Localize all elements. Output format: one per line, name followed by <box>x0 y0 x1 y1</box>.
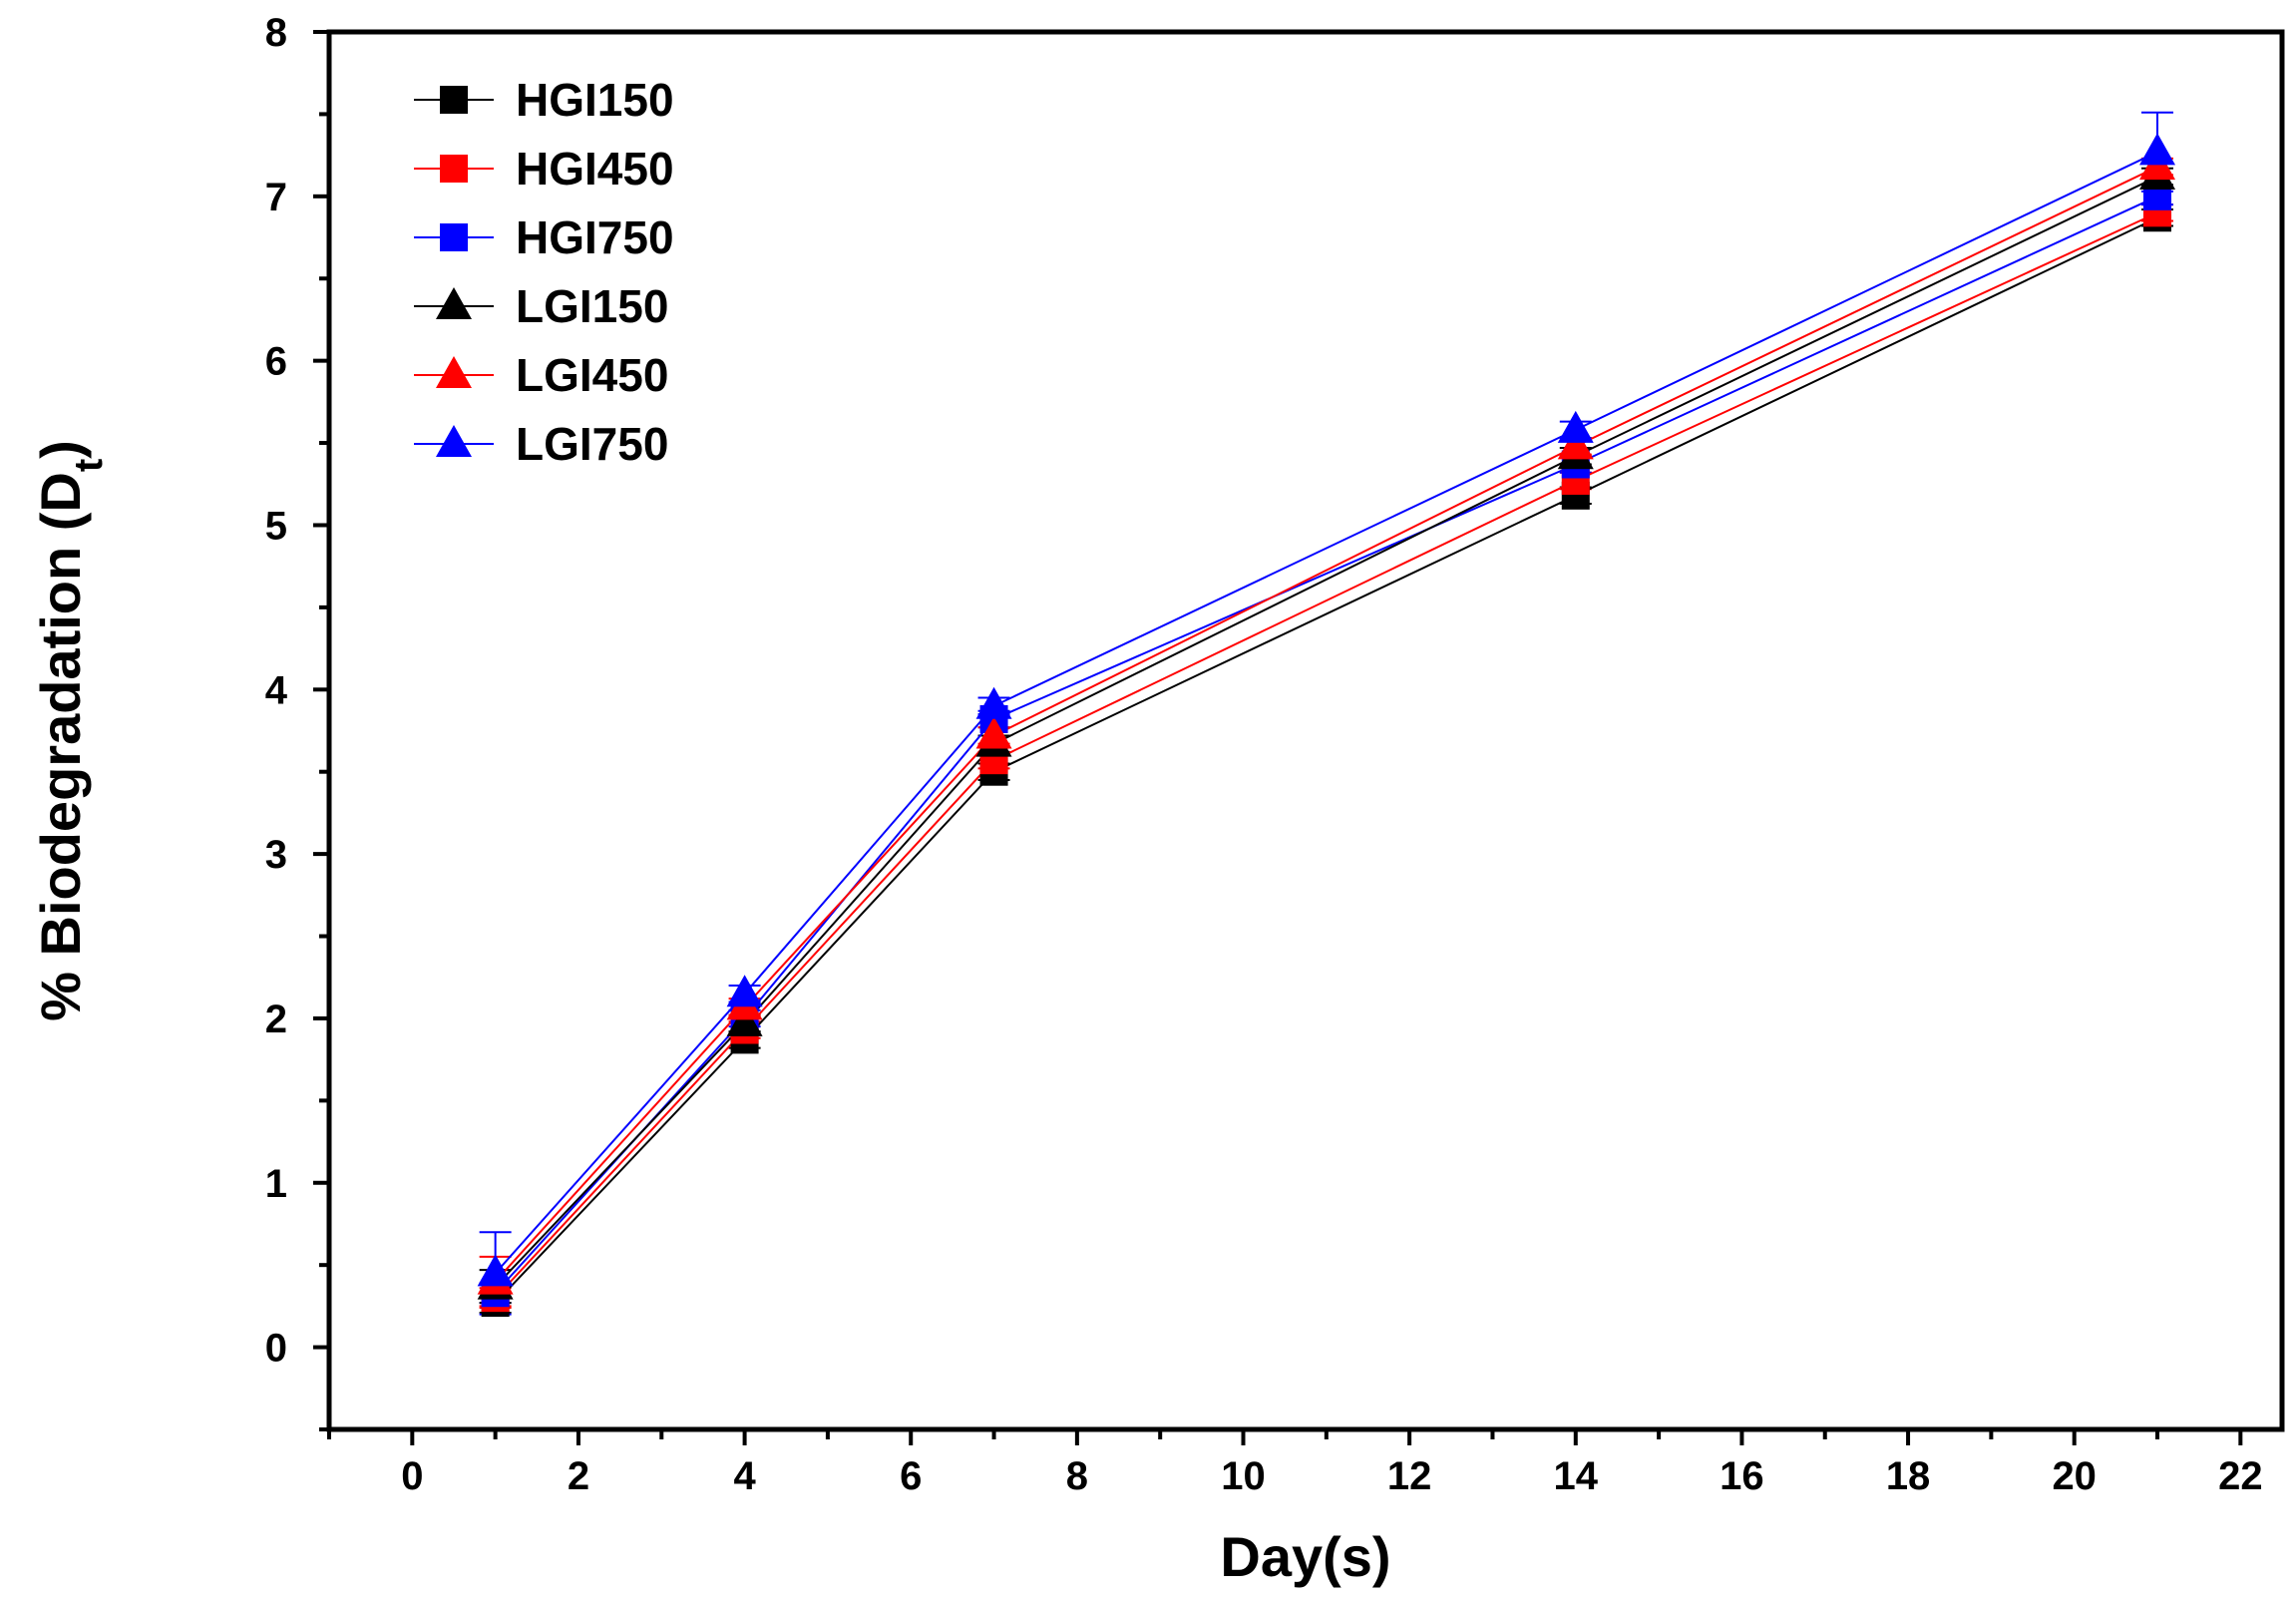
legend-marker-HGI450 <box>440 155 468 183</box>
data-point-LGI450 <box>1557 427 1594 460</box>
y-tick-label: 2 <box>265 998 287 1041</box>
series-line-HGI750 <box>494 195 2158 1294</box>
legend-marker-HGI150 <box>440 86 468 114</box>
legend: HGI150 HGI450 HGI750 LGI150 LGI450 LGI750 <box>414 74 674 470</box>
series-line-LGI450 <box>494 166 2158 1283</box>
series-line-HGI150 <box>494 216 2158 1304</box>
data-point-LGI150 <box>726 1003 763 1036</box>
x-tick-label: 20 <box>2052 1454 2097 1498</box>
data-point-LGI750 <box>726 975 763 1007</box>
series-lines <box>494 151 2158 1304</box>
legend-marker-LGI750 <box>436 425 472 457</box>
y-axis-ticks: 0 1 2 3 4 5 6 7 8 <box>265 11 329 1431</box>
plot-frame <box>326 29 2285 1432</box>
x-tick-label: 6 <box>900 1454 922 1498</box>
data-point-LGI750 <box>477 1254 514 1287</box>
legend-label-HGI750: HGI750 <box>516 211 674 263</box>
series-markers <box>477 133 2176 1318</box>
y-tick-label: 6 <box>265 340 287 384</box>
x-tick-label: 16 <box>1720 1454 1764 1498</box>
y-tick-label: 3 <box>265 833 287 877</box>
y-tick-label: 8 <box>265 11 287 55</box>
x-tick-label: 8 <box>1066 1454 1088 1498</box>
legend-label-HGI150: HGI150 <box>516 74 674 126</box>
x-tick-label: 14 <box>1554 1454 1599 1498</box>
data-point-LGI750 <box>1557 410 1594 443</box>
x-tick-label: 10 <box>1221 1454 1266 1498</box>
legend-label-LGI750: LGI750 <box>516 418 668 470</box>
series-line-HGI450 <box>494 211 2158 1299</box>
x-tick-label: 12 <box>1387 1454 1432 1498</box>
y-axis-title-close: ) <box>29 440 92 459</box>
data-point-LGI750 <box>975 686 1012 719</box>
legend-marker-HGI750 <box>440 223 468 251</box>
y-axis-title-main: % Biodegradation (D <box>29 472 92 1021</box>
x-tick-label: 2 <box>568 1454 589 1498</box>
data-point-LGI750 <box>2139 133 2176 166</box>
y-axis-title-subscript: t <box>67 459 111 472</box>
data-point-LGI450 <box>975 716 1012 749</box>
series-line-LGI750 <box>494 151 2158 1275</box>
legend-label-HGI450: HGI450 <box>516 143 674 195</box>
legend-label-LGI150: LGI150 <box>516 280 668 332</box>
y-tick-label: 1 <box>265 1162 287 1206</box>
y-tick-label: 7 <box>265 176 287 219</box>
x-tick-label: 18 <box>1886 1454 1931 1498</box>
x-tick-label: 4 <box>733 1454 756 1498</box>
x-tick-label: 22 <box>2218 1454 2263 1498</box>
x-tick-label: 0 <box>401 1454 423 1498</box>
legend-marker-LGI150 <box>436 287 472 319</box>
legend-marker-LGI450 <box>436 356 472 388</box>
legend-label-LGI450: LGI450 <box>516 349 668 401</box>
x-axis-ticks: 0 2 4 6 8 10 12 14 16 18 20 22 <box>327 1429 2263 1498</box>
x-axis-title: Day(s) <box>1220 1525 1390 1588</box>
y-axis-title: % Biodegradation (Dt) <box>29 440 111 1021</box>
error-bars <box>479 111 2174 1316</box>
y-tick-label: 5 <box>265 504 287 548</box>
series-line-LGI150 <box>494 176 2158 1288</box>
y-tick-label: 0 <box>265 1327 287 1371</box>
y-tick-label: 4 <box>265 668 288 712</box>
